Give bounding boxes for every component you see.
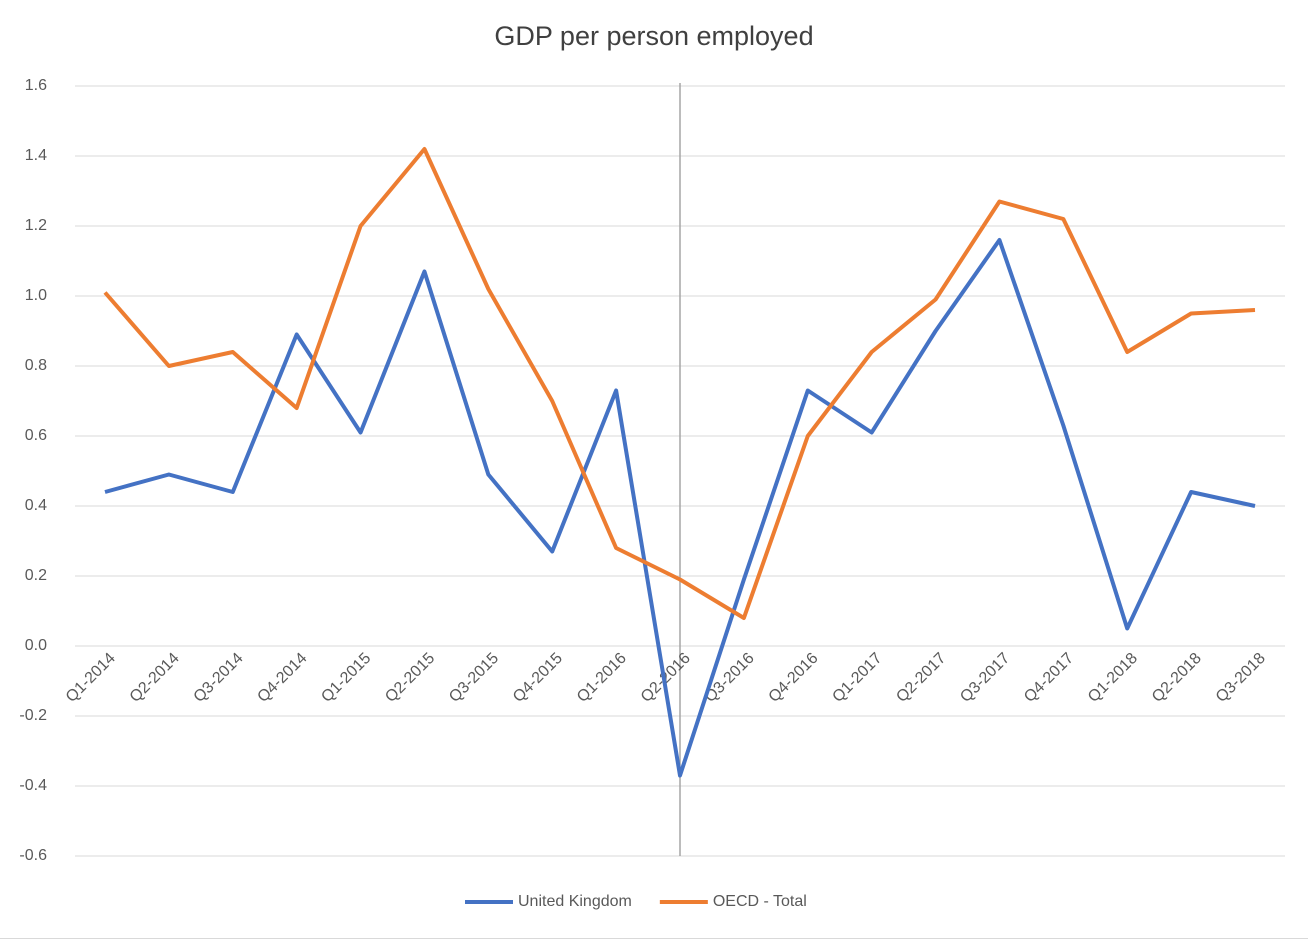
series-line [104,238,1256,778]
y-tick-label: 1.6 [25,77,47,94]
y-tick-label: 1.0 [25,287,47,304]
y-tick-label: 0.0 [25,637,47,654]
y-tick-label: -0.6 [19,847,47,864]
y-tick-label: 0.6 [25,427,47,444]
series-line [103,147,1256,620]
legend-label: OECD - Total [713,893,807,910]
y-tick-label: 1.2 [25,217,47,234]
y-tick-label: 0.4 [25,497,47,514]
y-tick-label: 1.4 [25,147,47,164]
legend-label: United Kingdom [518,893,632,910]
y-tick-label: -0.4 [19,777,47,794]
chart-title: GDP per person employed [494,21,813,51]
y-tick-label: -0.2 [19,707,47,724]
y-tick-label: 0.8 [25,357,47,374]
y-tick-label: 0.2 [25,567,47,584]
